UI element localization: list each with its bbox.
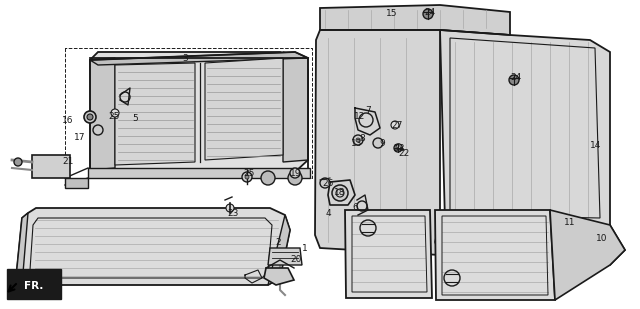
Circle shape: [391, 121, 399, 129]
Text: 7: 7: [365, 105, 371, 115]
Polygon shape: [90, 52, 308, 172]
Text: 27: 27: [391, 121, 403, 129]
Text: 24: 24: [424, 7, 436, 16]
Text: 25: 25: [108, 112, 120, 121]
Circle shape: [14, 158, 22, 166]
Text: 3: 3: [182, 53, 188, 62]
Text: FR.: FR.: [24, 281, 44, 291]
Polygon shape: [90, 52, 308, 65]
Text: 14: 14: [590, 141, 602, 150]
Circle shape: [509, 75, 519, 85]
Polygon shape: [16, 208, 290, 285]
Polygon shape: [283, 52, 308, 162]
Polygon shape: [90, 58, 115, 170]
Text: 4: 4: [325, 209, 331, 218]
Text: 10: 10: [596, 234, 608, 243]
Circle shape: [373, 138, 383, 148]
FancyBboxPatch shape: [7, 269, 61, 299]
Circle shape: [111, 109, 119, 117]
Text: 16: 16: [62, 116, 74, 125]
Circle shape: [423, 9, 433, 19]
Polygon shape: [32, 155, 70, 178]
Text: 28: 28: [394, 143, 404, 153]
Text: 5: 5: [132, 113, 138, 122]
Text: 25: 25: [243, 168, 255, 177]
Polygon shape: [115, 63, 195, 165]
Text: 19: 19: [291, 168, 301, 177]
Polygon shape: [440, 30, 610, 232]
Text: 9: 9: [379, 138, 385, 147]
Text: 17: 17: [74, 133, 86, 142]
Text: 6: 6: [352, 202, 358, 211]
Circle shape: [332, 185, 348, 201]
Circle shape: [396, 144, 402, 150]
Text: 12: 12: [355, 112, 365, 121]
Text: 23: 23: [227, 209, 239, 218]
Polygon shape: [345, 210, 432, 298]
Text: 1: 1: [302, 243, 308, 252]
Circle shape: [93, 125, 103, 135]
Polygon shape: [435, 220, 625, 268]
Polygon shape: [65, 178, 88, 188]
Text: 22: 22: [398, 149, 410, 158]
Circle shape: [288, 171, 302, 185]
Text: 20: 20: [291, 256, 301, 265]
Polygon shape: [264, 268, 294, 285]
Polygon shape: [88, 168, 310, 178]
Polygon shape: [320, 5, 510, 35]
Circle shape: [84, 111, 96, 123]
Circle shape: [242, 172, 252, 182]
Polygon shape: [435, 210, 555, 300]
Circle shape: [394, 144, 402, 152]
Text: 26: 26: [323, 179, 333, 188]
Text: 13: 13: [351, 138, 363, 147]
Text: 8: 8: [359, 133, 365, 142]
Circle shape: [353, 135, 363, 145]
Text: 21: 21: [62, 156, 74, 166]
Text: 11: 11: [564, 218, 576, 226]
Circle shape: [87, 114, 93, 120]
Text: 2: 2: [275, 238, 281, 247]
Circle shape: [320, 178, 330, 188]
Text: 24: 24: [510, 73, 522, 82]
Circle shape: [30, 279, 40, 289]
Polygon shape: [268, 248, 302, 265]
Text: 18: 18: [334, 188, 346, 197]
Polygon shape: [315, 30, 440, 255]
Text: 15: 15: [387, 9, 397, 18]
Polygon shape: [205, 58, 283, 160]
Circle shape: [290, 168, 300, 178]
Circle shape: [261, 171, 275, 185]
Polygon shape: [550, 210, 625, 300]
Polygon shape: [16, 213, 28, 285]
Circle shape: [226, 204, 234, 212]
Circle shape: [356, 138, 360, 142]
Polygon shape: [268, 215, 290, 285]
Circle shape: [245, 175, 249, 179]
